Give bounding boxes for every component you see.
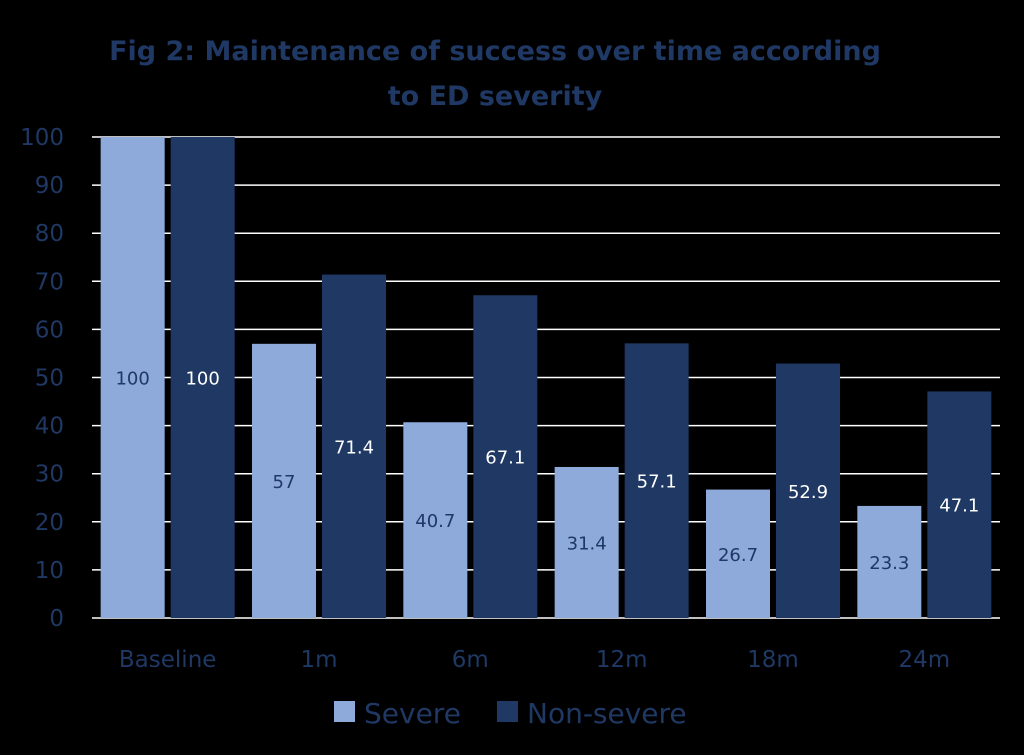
x-category-label: Baseline [119, 647, 217, 673]
chart-title: Fig 2: Maintenance of success over time … [109, 36, 881, 112]
legend-swatch-severe [334, 701, 355, 722]
y-tick-label: 60 [35, 317, 64, 343]
y-tick-label: 10 [35, 558, 64, 584]
y-tick-label: 40 [35, 414, 64, 440]
bar-value-label-severe: 31.4 [567, 533, 607, 554]
bar-severe-12m [554, 466, 619, 618]
bar-value-label-severe: 26.7 [718, 545, 758, 566]
x-category-label: 6m [452, 647, 489, 673]
bar-value-label-severe: 23.3 [869, 553, 909, 574]
y-tick-label: 50 [35, 366, 64, 392]
legend-swatch-non-severe [497, 701, 518, 722]
bar-severe-6m [403, 422, 468, 618]
x-category-label: 12m [596, 647, 648, 673]
bar-severe-baseline [100, 137, 165, 618]
x-category-label: 1m [300, 647, 337, 673]
legend-label-severe: Severe [364, 697, 461, 730]
bar-non-severe-6m [473, 295, 538, 618]
bar-value-label-severe: 57 [273, 472, 296, 493]
bar-value-label-non-severe: 67.1 [485, 448, 525, 469]
y-tick-label: 80 [35, 221, 64, 247]
bar-value-label-non-severe: 57.1 [637, 472, 677, 493]
y-tick-label: 30 [35, 462, 64, 488]
gridlines [92, 136, 1000, 619]
bar-value-label-severe: 40.7 [415, 511, 455, 532]
bar-non-severe-1m [322, 274, 386, 618]
bar-value-label-non-severe: 71.4 [334, 437, 374, 458]
chart-title-line-2: to ED severity [388, 81, 603, 112]
bars [100, 137, 992, 618]
x-category-label: 18m [747, 647, 799, 673]
bar-value-label-non-severe: 47.1 [939, 496, 979, 517]
y-tick-label: 0 [49, 606, 64, 632]
legend: Severe Non-severe [334, 697, 687, 730]
y-tick-label: 20 [35, 510, 64, 536]
bar-non-severe-12m [624, 343, 689, 618]
bar-severe-18m [706, 489, 770, 618]
x-axis-categories: Baseline 1m 6m 12m 18m 24m [119, 647, 950, 673]
y-tick-label: 70 [35, 269, 64, 295]
bar-severe-24m [857, 505, 922, 618]
bar-non-severe-baseline [170, 137, 235, 618]
bar-non-severe-24m [927, 391, 992, 618]
bar-value-label-severe: 100 [115, 369, 149, 390]
y-tick-label: 90 [35, 173, 64, 199]
y-tick-label: 100 [20, 125, 64, 151]
bar-value-label-non-severe: 100 [185, 369, 219, 390]
chart-title-line-1: Fig 2: Maintenance of success over time … [109, 36, 881, 67]
bar-value-label-non-severe: 52.9 [788, 482, 828, 503]
bar-value-labels: 100 100 57 71.4 40.7 67.1 31.4 57.1 26.7 52.9 23.3… [115, 369, 979, 574]
bar-non-severe-18m [776, 363, 840, 618]
bar-severe-1m [252, 343, 316, 618]
x-category-label: 24m [898, 647, 950, 673]
legend-label-non-severe: Non-severe [527, 697, 687, 730]
y-axis-ticks: 0 10 20 30 40 50 60 70 80 90 100 [20, 125, 64, 632]
